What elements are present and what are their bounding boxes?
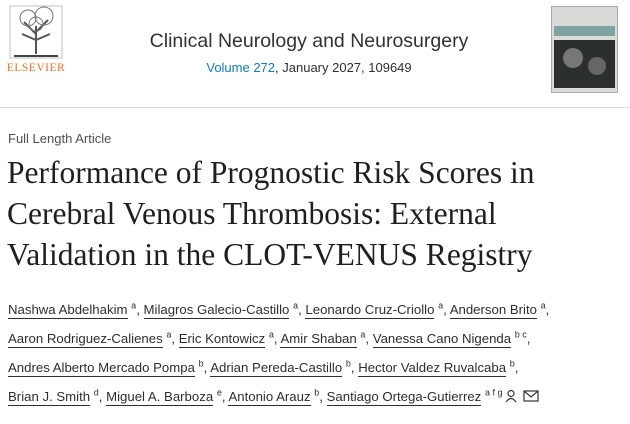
author-name[interactable]: Eric Kontowicz xyxy=(178,331,266,349)
author-name[interactable]: Adrian Pereda-Castillo xyxy=(210,360,343,378)
author[interactable]: Vanessa Cano Nigenda b c, xyxy=(372,329,531,349)
affiliation: b xyxy=(509,358,515,369)
affiliation: e xyxy=(216,387,222,398)
author-name[interactable]: Anderson Brito xyxy=(449,302,537,320)
divider xyxy=(0,107,630,108)
separator: , xyxy=(365,331,370,347)
author[interactable]: Andres Alberto Mercado Pompa b, xyxy=(8,358,208,378)
affiliation: a xyxy=(540,301,546,311)
author-name[interactable]: Santiago Ortega-Gutierrez xyxy=(326,389,482,407)
author[interactable]: Leonardo Cruz-Criollo a, xyxy=(305,301,447,320)
issue-line: Volume 272, January 2027, 109649 xyxy=(0,60,618,75)
author[interactable]: Anderson Brito a, xyxy=(449,301,550,320)
separator: , xyxy=(136,302,140,318)
title-line: Validation in the CLOT-VENUS Registry xyxy=(7,237,533,272)
affiliation: a xyxy=(438,301,444,311)
separator: , xyxy=(350,360,355,376)
affiliation: b xyxy=(198,358,204,369)
separator: , xyxy=(526,331,531,347)
author-name[interactable]: Brian J. Smith xyxy=(8,389,91,407)
separator: , xyxy=(443,302,447,318)
separator: , xyxy=(319,389,323,405)
author-name[interactable]: Amir Shaban xyxy=(280,331,357,349)
contact-icons[interactable] xyxy=(505,389,541,403)
author[interactable]: Milagros Galecio-Castillo a, xyxy=(143,301,302,320)
separator: , xyxy=(545,302,550,318)
author[interactable]: Nashwa Abdelhakim a, xyxy=(8,301,140,320)
article-type: Full Length Article xyxy=(8,131,112,146)
author[interactable]: Aaron Rodriguez-Calienes a, xyxy=(8,329,176,349)
author[interactable]: Hector Valdez Ruvalcaba b, xyxy=(358,358,519,378)
author-name[interactable]: Antonio Arauz xyxy=(228,389,311,407)
separator: , xyxy=(273,331,278,347)
author-list: Nashwa Abdelhakim a, Milagros Galecio-Ca… xyxy=(8,294,593,410)
affiliation: b c xyxy=(514,329,527,340)
issue-info: , January 2027, 109649 xyxy=(275,60,412,75)
affiliation: b xyxy=(345,358,351,369)
author[interactable]: Amir Shaban a, xyxy=(280,329,370,349)
separator: , xyxy=(221,389,226,405)
affiliation: a xyxy=(293,301,299,311)
publisher: ELSEVIER xyxy=(7,62,65,74)
affiliation: a xyxy=(166,329,172,340)
journal-cover[interactable] xyxy=(551,6,619,94)
author[interactable]: Brian J. Smith d, xyxy=(8,387,103,407)
title-line: Performance of Prognostic Risk Scores in xyxy=(7,155,535,190)
author-name[interactable]: Nashwa Abdelhakim xyxy=(8,302,128,320)
separator: , xyxy=(171,331,176,347)
author[interactable]: Santiago Ortega-Gutierrez a f g xyxy=(326,387,542,407)
author-name[interactable]: Andres Alberto Mercado Pompa xyxy=(8,360,195,378)
author[interactable]: Adrian Pereda-Castillo b, xyxy=(210,358,355,378)
author[interactable]: Miguel A. Barboza e, xyxy=(106,387,226,407)
author[interactable]: Eric Kontowicz a, xyxy=(178,329,278,349)
volume-link[interactable]: Volume 272 xyxy=(206,60,276,75)
affiliation: a xyxy=(131,301,137,311)
article-title: Performance of Prognostic Risk Scores in… xyxy=(7,152,535,275)
author-name[interactable]: Miguel A. Barboza xyxy=(106,389,214,407)
affiliation: d xyxy=(93,387,99,398)
journal-title[interactable]: Clinical Neurology and Neurosurgery xyxy=(149,30,469,52)
title-line: Cerebral Venous Thrombosis: External xyxy=(7,196,497,231)
author-name[interactable]: Vanessa Cano Nigenda xyxy=(372,331,512,349)
author-name[interactable]: Aaron Rodriguez-Calienes xyxy=(8,331,163,349)
separator: , xyxy=(298,302,302,318)
affiliation: a f g xyxy=(484,387,503,398)
separator: , xyxy=(98,389,103,405)
author-name[interactable]: Milagros Galecio-Castillo xyxy=(143,302,290,320)
elsevier-logo: ELSEVIER xyxy=(7,5,65,74)
author[interactable]: Antonio Arauz b, xyxy=(228,387,323,407)
author-name[interactable]: Hector Valdez Ruvalcaba xyxy=(358,360,507,378)
affiliation: a xyxy=(268,329,274,340)
separator: , xyxy=(514,360,519,376)
affiliation: a xyxy=(360,329,366,340)
separator: , xyxy=(203,360,208,376)
author-name[interactable]: Leonardo Cruz-Criollo xyxy=(305,302,435,320)
affiliation: b xyxy=(314,387,320,398)
